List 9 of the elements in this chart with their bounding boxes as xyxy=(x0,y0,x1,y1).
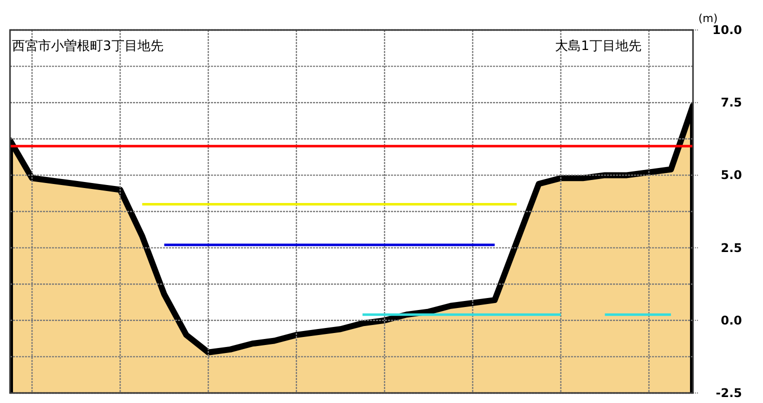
y-tick-label: 10.0 xyxy=(712,23,742,37)
y-tick-label: 5.0 xyxy=(720,168,742,182)
y-axis-title: (m) xyxy=(698,12,718,25)
annotation: 西宮市小曽根町3丁目地先 xyxy=(12,38,164,54)
y-tick-label: -2.5 xyxy=(716,386,742,400)
y-tick-label: 7.5 xyxy=(720,96,742,110)
y-tick-label: 0.0 xyxy=(720,313,742,328)
annotation: 大島1丁目地先 xyxy=(555,39,642,54)
y-tick-label: 2.5 xyxy=(720,240,742,255)
